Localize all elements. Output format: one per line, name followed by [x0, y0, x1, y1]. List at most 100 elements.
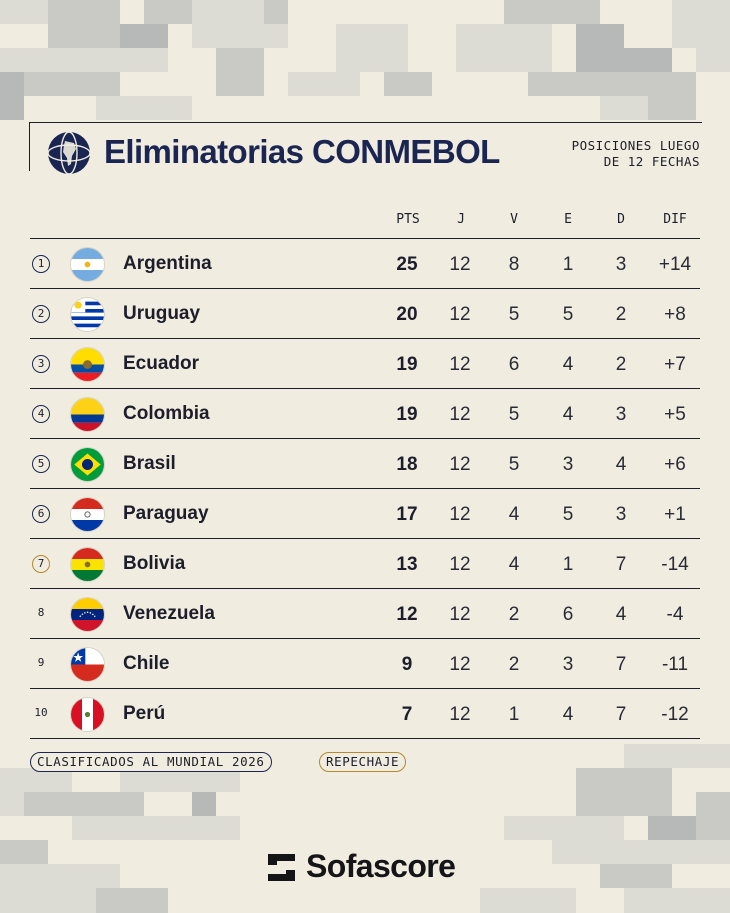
points-value: 13 — [396, 554, 418, 575]
position-badge: 4 — [32, 405, 50, 423]
column-header-dif: DIF — [663, 212, 687, 227]
bolivia-flag-icon — [70, 547, 105, 582]
team-name: Venezuela — [123, 603, 215, 624]
position-badge: 9 — [37, 656, 45, 669]
column-header-j: J — [457, 212, 465, 227]
position-badge: 6 — [32, 505, 50, 523]
venezuela-flag-icon — [70, 597, 105, 632]
played-value: 12 — [449, 654, 471, 675]
brasil-flag-icon — [70, 447, 105, 482]
losses-value: 3 — [615, 254, 627, 275]
goal-difference-value: +6 — [664, 454, 686, 475]
table-row: 8 Venezuela 12 12 2 6 4 -4 — [30, 589, 700, 639]
played-value: 12 — [449, 304, 471, 325]
wins-value: 2 — [508, 604, 520, 625]
legend-qualified-badge: CLASIFICADOS AL MUNDIAL 2026 — [30, 752, 272, 772]
points-value: 7 — [401, 704, 413, 725]
argentina-flag-icon — [70, 247, 105, 282]
team-name: Argentina — [123, 253, 212, 274]
position-badge: 2 — [32, 305, 50, 323]
draws-value: 5 — [562, 304, 574, 325]
table-row: 7 Bolivia 13 12 4 1 7 -14 — [30, 539, 700, 589]
wins-value: 5 — [508, 404, 520, 425]
wins-value: 4 — [508, 554, 520, 575]
points-value: 19 — [396, 404, 418, 425]
draws-value: 3 — [562, 454, 574, 475]
losses-value: 3 — [615, 404, 627, 425]
table-row: 5 Brasil 18 12 5 3 4 +6 — [30, 439, 700, 489]
played-value: 12 — [449, 554, 471, 575]
points-value: 12 — [396, 604, 418, 625]
points-value: 18 — [396, 454, 418, 475]
team-name: Bolivia — [123, 553, 186, 574]
standings-table: 1 Argentina 25 12 8 1 3 +14 2 Uruguay 20… — [30, 238, 700, 739]
colombia-flag-icon — [70, 397, 105, 432]
wins-value: 2 — [508, 654, 520, 675]
goal-difference-value: +5 — [664, 404, 686, 425]
wins-value: 1 — [508, 704, 520, 725]
column-header-pts: PTS — [396, 212, 420, 227]
points-value: 17 — [396, 504, 418, 525]
points-value: 20 — [396, 304, 418, 325]
column-header-v: V — [510, 212, 518, 227]
points-value: 9 — [401, 654, 413, 675]
column-header-e: E — [564, 212, 572, 227]
goal-difference-value: +7 — [664, 354, 686, 375]
paraguay-flag-icon — [70, 497, 105, 532]
team-name: Perú — [123, 703, 166, 724]
points-value: 25 — [396, 254, 418, 275]
played-value: 12 — [449, 404, 471, 425]
wins-value: 4 — [508, 504, 520, 525]
losses-value: 7 — [615, 704, 627, 725]
draws-value: 6 — [562, 604, 574, 625]
goal-difference-value: +8 — [664, 304, 686, 325]
header-panel — [29, 122, 702, 171]
goal-difference-value: -14 — [661, 554, 689, 575]
team-name: Chile — [123, 653, 170, 674]
goal-difference-value: -4 — [666, 604, 684, 625]
position-badge: 10 — [34, 706, 48, 719]
goal-difference-value: +14 — [658, 254, 692, 275]
points-value: 19 — [396, 354, 418, 375]
losses-value: 2 — [615, 304, 627, 325]
draws-value: 4 — [562, 354, 574, 375]
goal-difference-value: -12 — [661, 704, 689, 725]
peru-flag-icon — [70, 697, 105, 732]
losses-value: 3 — [615, 504, 627, 525]
losses-value: 2 — [615, 354, 627, 375]
legend-playoff-badge: REPECHAJE — [319, 752, 407, 772]
wins-value: 5 — [508, 454, 520, 475]
position-badge: 3 — [32, 355, 50, 373]
wins-value: 6 — [508, 354, 520, 375]
draws-value: 1 — [562, 554, 574, 575]
subtitle-line-1: POSICIONES LUEGO — [571, 138, 700, 153]
draws-value: 1 — [562, 254, 574, 275]
wins-value: 8 — [508, 254, 520, 275]
goal-difference-value: +1 — [664, 504, 686, 525]
losses-value: 4 — [615, 454, 627, 475]
losses-value: 7 — [615, 554, 627, 575]
played-value: 12 — [449, 354, 471, 375]
brand-name: Sofascore — [306, 848, 456, 884]
position-badge: 1 — [32, 255, 50, 273]
sofascore-logo-icon — [268, 854, 295, 881]
table-row: 4 Colombia 19 12 5 4 3 +5 — [30, 389, 700, 439]
team-name: Brasil — [123, 453, 176, 474]
uruguay-flag-icon — [70, 297, 105, 332]
table-row: 2 Uruguay 20 12 5 5 2 +8 — [30, 289, 700, 339]
draws-value: 4 — [562, 704, 574, 725]
conmebol-logo-icon — [47, 131, 91, 175]
team-name: Paraguay — [123, 503, 209, 524]
position-badge: 5 — [32, 455, 50, 473]
team-name: Uruguay — [123, 303, 201, 324]
draws-value: 5 — [562, 504, 574, 525]
losses-value: 7 — [615, 654, 627, 675]
chile-flag-icon — [70, 647, 105, 682]
position-badge: 8 — [37, 606, 45, 619]
page-title: Eliminatorias CONMEBOL — [104, 133, 500, 170]
table-row: 10 Perú 7 12 1 4 7 -12 — [30, 689, 700, 739]
ecuador-flag-icon — [70, 347, 105, 382]
played-value: 12 — [449, 254, 471, 275]
table-row: 9 Chile 9 12 2 3 7 -11 — [30, 639, 700, 689]
column-header-d: D — [617, 212, 625, 227]
